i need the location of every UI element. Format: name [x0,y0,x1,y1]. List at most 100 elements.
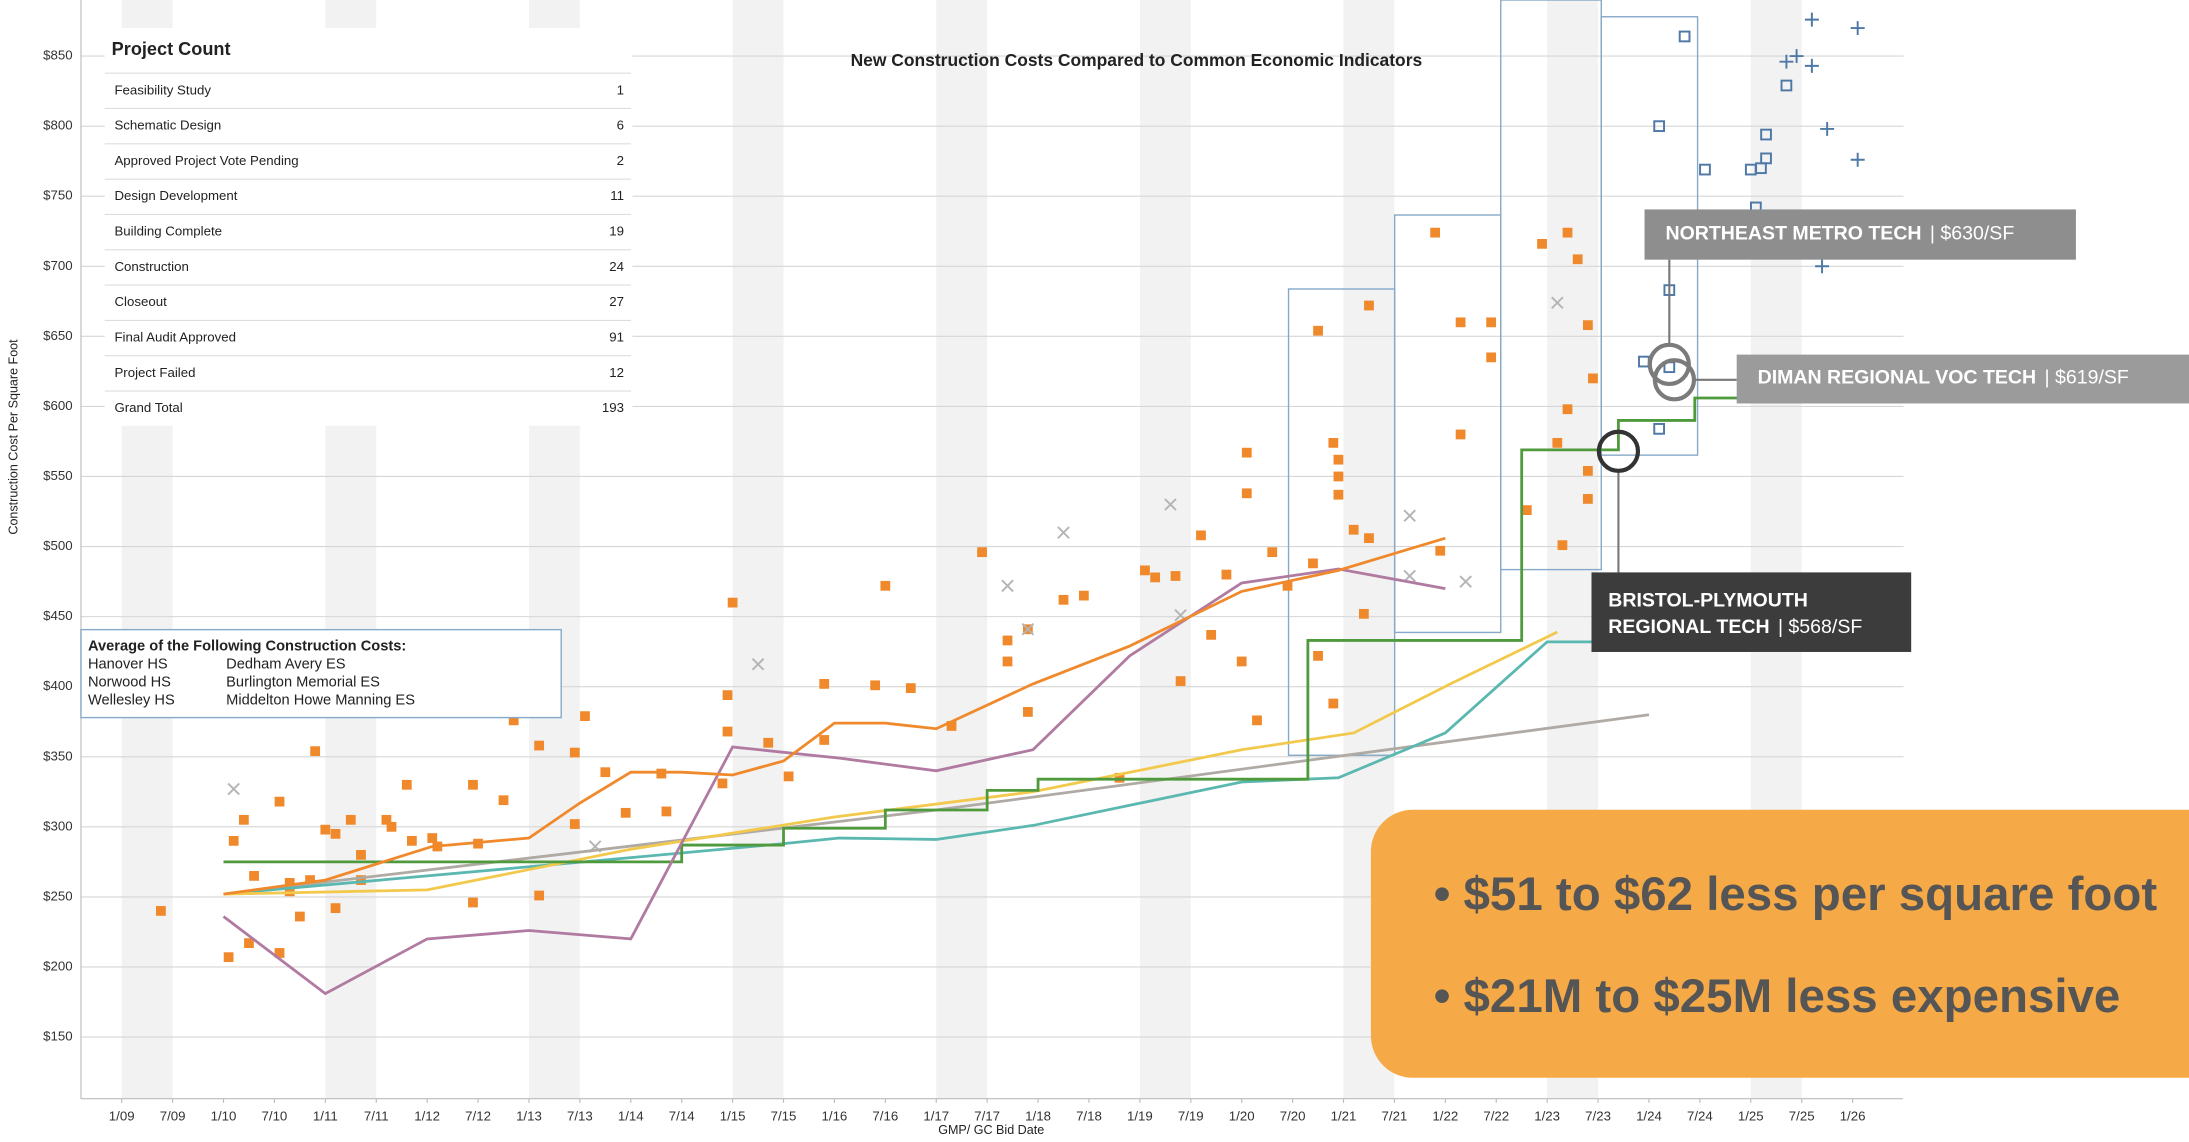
table-cell: Closeout [114,294,167,309]
annotation-text: REGIONAL TECH | $568/SF [1608,616,1862,638]
y-tick-label: $650 [43,328,72,343]
point [228,835,239,846]
y-tick-label: $150 [43,1029,72,1044]
x-tick-label: 1/22 [1432,1108,1458,1123]
x-tick-label: 1/24 [1636,1108,1662,1123]
annotation-ring [1596,429,1641,473]
point [783,771,794,782]
point [244,938,254,949]
table-cell: Grand Total [114,400,182,415]
point [284,886,295,897]
point [330,828,341,839]
point [819,735,830,745]
point [1653,422,1666,435]
point [569,819,580,829]
x-axis-title: GMP/ GC Bid Date [938,1123,1044,1137]
point [534,740,545,751]
point [717,778,728,789]
point [722,726,733,737]
point [1267,547,1278,558]
y-tick-label: $300 [43,818,72,833]
point [1021,622,1035,636]
y-tick-label: $850 [43,48,72,63]
point [946,721,957,731]
point [427,833,438,843]
point [249,870,259,881]
point [227,782,240,796]
table-cell: Building Complete [114,224,222,239]
point [534,890,545,901]
point [1170,571,1181,581]
point [1241,447,1252,458]
point [1328,698,1339,709]
y-tick-label: $500 [43,538,72,553]
table-cell: Feasibility Study [114,82,211,97]
y-tick-label: $700 [43,258,72,273]
point [1175,676,1186,686]
step-line [223,396,1751,864]
table-count: 1 [617,82,624,97]
point [1221,569,1232,580]
x-tick-label: 1/16 [822,1108,848,1123]
x-tick-label: 1/10 [211,1108,237,1123]
average-name: Dedham Avery ES [226,656,346,672]
annotation-name: DIMAN REGIONAL VOC TECH [1758,367,2037,389]
table-title: Project Count [112,39,231,59]
x-tick-label: 1/19 [1127,1108,1153,1123]
y-tick-label: $600 [43,398,72,413]
average-box: Average of the Following Construction Co… [80,628,562,719]
point [1348,524,1359,535]
band [1139,0,1191,1099]
x-tick-label: 1/17 [923,1108,949,1123]
point [600,767,611,778]
point [1196,530,1206,541]
average-box-title: Average of the Following Construction Co… [88,638,406,654]
point [722,690,733,700]
x-tick-label: 1/23 [1534,1108,1560,1123]
project-count-table: Project Count Feasibility Study 1 Schemati… [104,27,633,426]
point [1333,471,1344,482]
point [1760,128,1772,141]
point [406,835,417,846]
average-box-frame [80,628,562,719]
point [1364,533,1374,544]
point [468,779,478,790]
point [238,814,249,825]
point [1572,254,1583,265]
point [977,547,987,558]
annotation-text: NORTHEAST METRO TECH | $630/SF [1665,223,2014,245]
point [727,597,738,608]
table-cell: Design Development [114,188,237,203]
annotation-box [1736,354,2189,404]
point [1206,629,1217,640]
point [870,680,881,691]
point [1557,540,1568,551]
point [1241,488,1252,499]
point [1057,526,1070,539]
y-tick-label: $250 [43,888,72,903]
x-tick-label: 7/20 [1280,1108,1306,1123]
annotation-label: | $619/SF [2045,367,2129,389]
table-count: 12 [609,365,624,380]
point [1313,325,1323,336]
point [1699,163,1711,176]
x-tick-label: 7/13 [567,1108,593,1123]
point [498,795,509,806]
table-cell: Construction [114,259,188,274]
line [222,567,1446,996]
table-count: 91 [609,329,624,344]
point [1333,454,1344,465]
point [1058,594,1069,605]
x-tick-label: 7/18 [1076,1108,1102,1123]
point [1002,656,1013,667]
point [294,911,305,922]
point [1313,650,1323,661]
point [1164,498,1177,511]
table-count: 27 [609,294,624,309]
table-count: 6 [617,118,624,133]
banner-bullet: • $21M to $25M less expensive [1434,970,2121,1023]
point [1114,772,1125,783]
point [580,711,590,722]
y-tick-label: $400 [43,678,72,693]
